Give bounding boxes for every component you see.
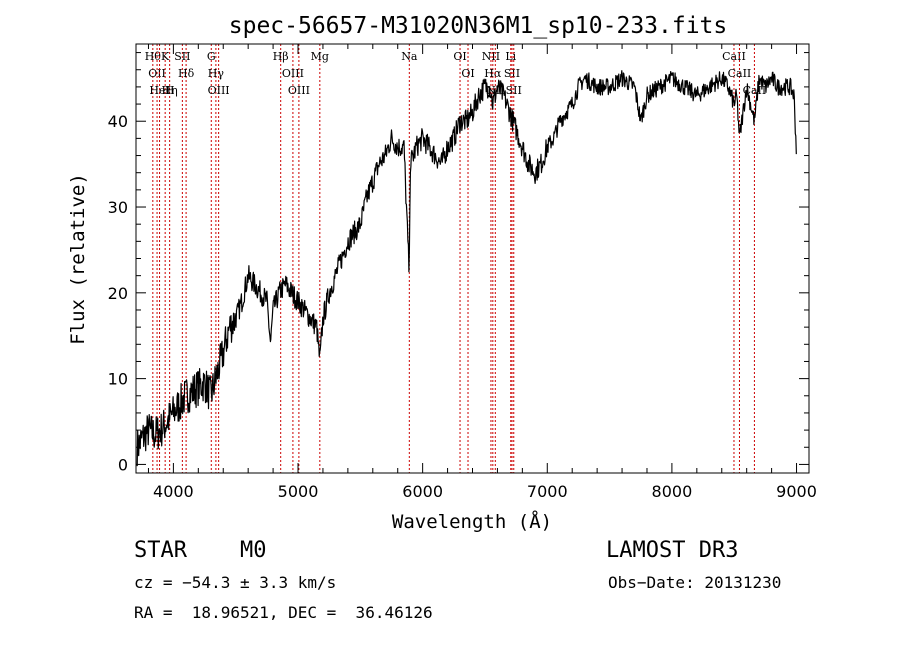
line-marker-label: Hγ xyxy=(208,67,225,80)
chart-title: spec-56657-M31020N36M1_sp10-233.fits xyxy=(229,13,728,39)
axis-ticks: 4000 5000 6000 7000 8000 9000 0 10 20 30 40 xyxy=(108,44,817,501)
line-marker-label: OIII xyxy=(288,84,310,97)
object-class: STAR M0 xyxy=(134,538,267,563)
line-marker-label: CaII xyxy=(722,50,746,63)
line-marker-label: K xyxy=(161,50,170,63)
line-marker-label: Mg xyxy=(311,50,329,63)
y-tick-label: 10 xyxy=(108,370,128,389)
x-tick-label: 5000 xyxy=(278,482,319,501)
line-marker-label: Hδ xyxy=(178,67,195,80)
y-tick-label: 40 xyxy=(108,112,128,131)
line-marker-label: SII xyxy=(506,84,522,97)
spectrum-line xyxy=(136,70,797,467)
line-marker-label: Hη xyxy=(162,84,178,97)
line-marker-label: Na xyxy=(401,50,418,63)
line-marker-label: OI xyxy=(461,67,474,80)
plot-frame xyxy=(135,43,810,474)
y-tick-label: 30 xyxy=(108,198,128,217)
x-tick-label: 8000 xyxy=(652,482,693,501)
line-marker-label: OIII xyxy=(208,84,230,97)
line-marker-label: OIII xyxy=(282,67,304,80)
line-marker-label: H xyxy=(165,84,175,97)
line-marker-label: Hα xyxy=(484,67,502,80)
x-tick-label: 9000 xyxy=(776,482,817,501)
y-tick-label: 20 xyxy=(108,284,128,303)
x-tick-label: 4000 xyxy=(153,482,194,501)
velocity-readout: cz = −54.3 ± 3.3 km/s xyxy=(134,573,337,592)
line-marker-label: OII xyxy=(148,67,166,80)
line-marker-label: NII xyxy=(482,50,500,63)
line-marker-label: G xyxy=(207,50,216,63)
y-tick-label: 0 xyxy=(118,455,128,474)
y-axis-label: Flux (relative) xyxy=(67,173,89,345)
x-tick-label: 7000 xyxy=(527,482,568,501)
line-marker-label: Li xyxy=(505,50,516,63)
line-marker-label: OI xyxy=(453,50,466,63)
coordinates: RA = 18.96521, DEC = 36.46126 xyxy=(134,603,433,622)
x-axis-label: Wavelength (Å) xyxy=(392,510,552,533)
survey-name: LAMOST DR3 xyxy=(606,538,739,563)
line-marker-label: Hβ xyxy=(273,50,289,63)
line-marker-label: CaII xyxy=(728,67,752,80)
x-tick-label: 6000 xyxy=(402,482,443,501)
obs-date: Obs−Date: 20131230 xyxy=(608,573,782,592)
line-marker-label: SII xyxy=(504,67,520,80)
line-marker-label: Hθ xyxy=(145,50,162,63)
line-marker-label: SII xyxy=(174,50,190,63)
